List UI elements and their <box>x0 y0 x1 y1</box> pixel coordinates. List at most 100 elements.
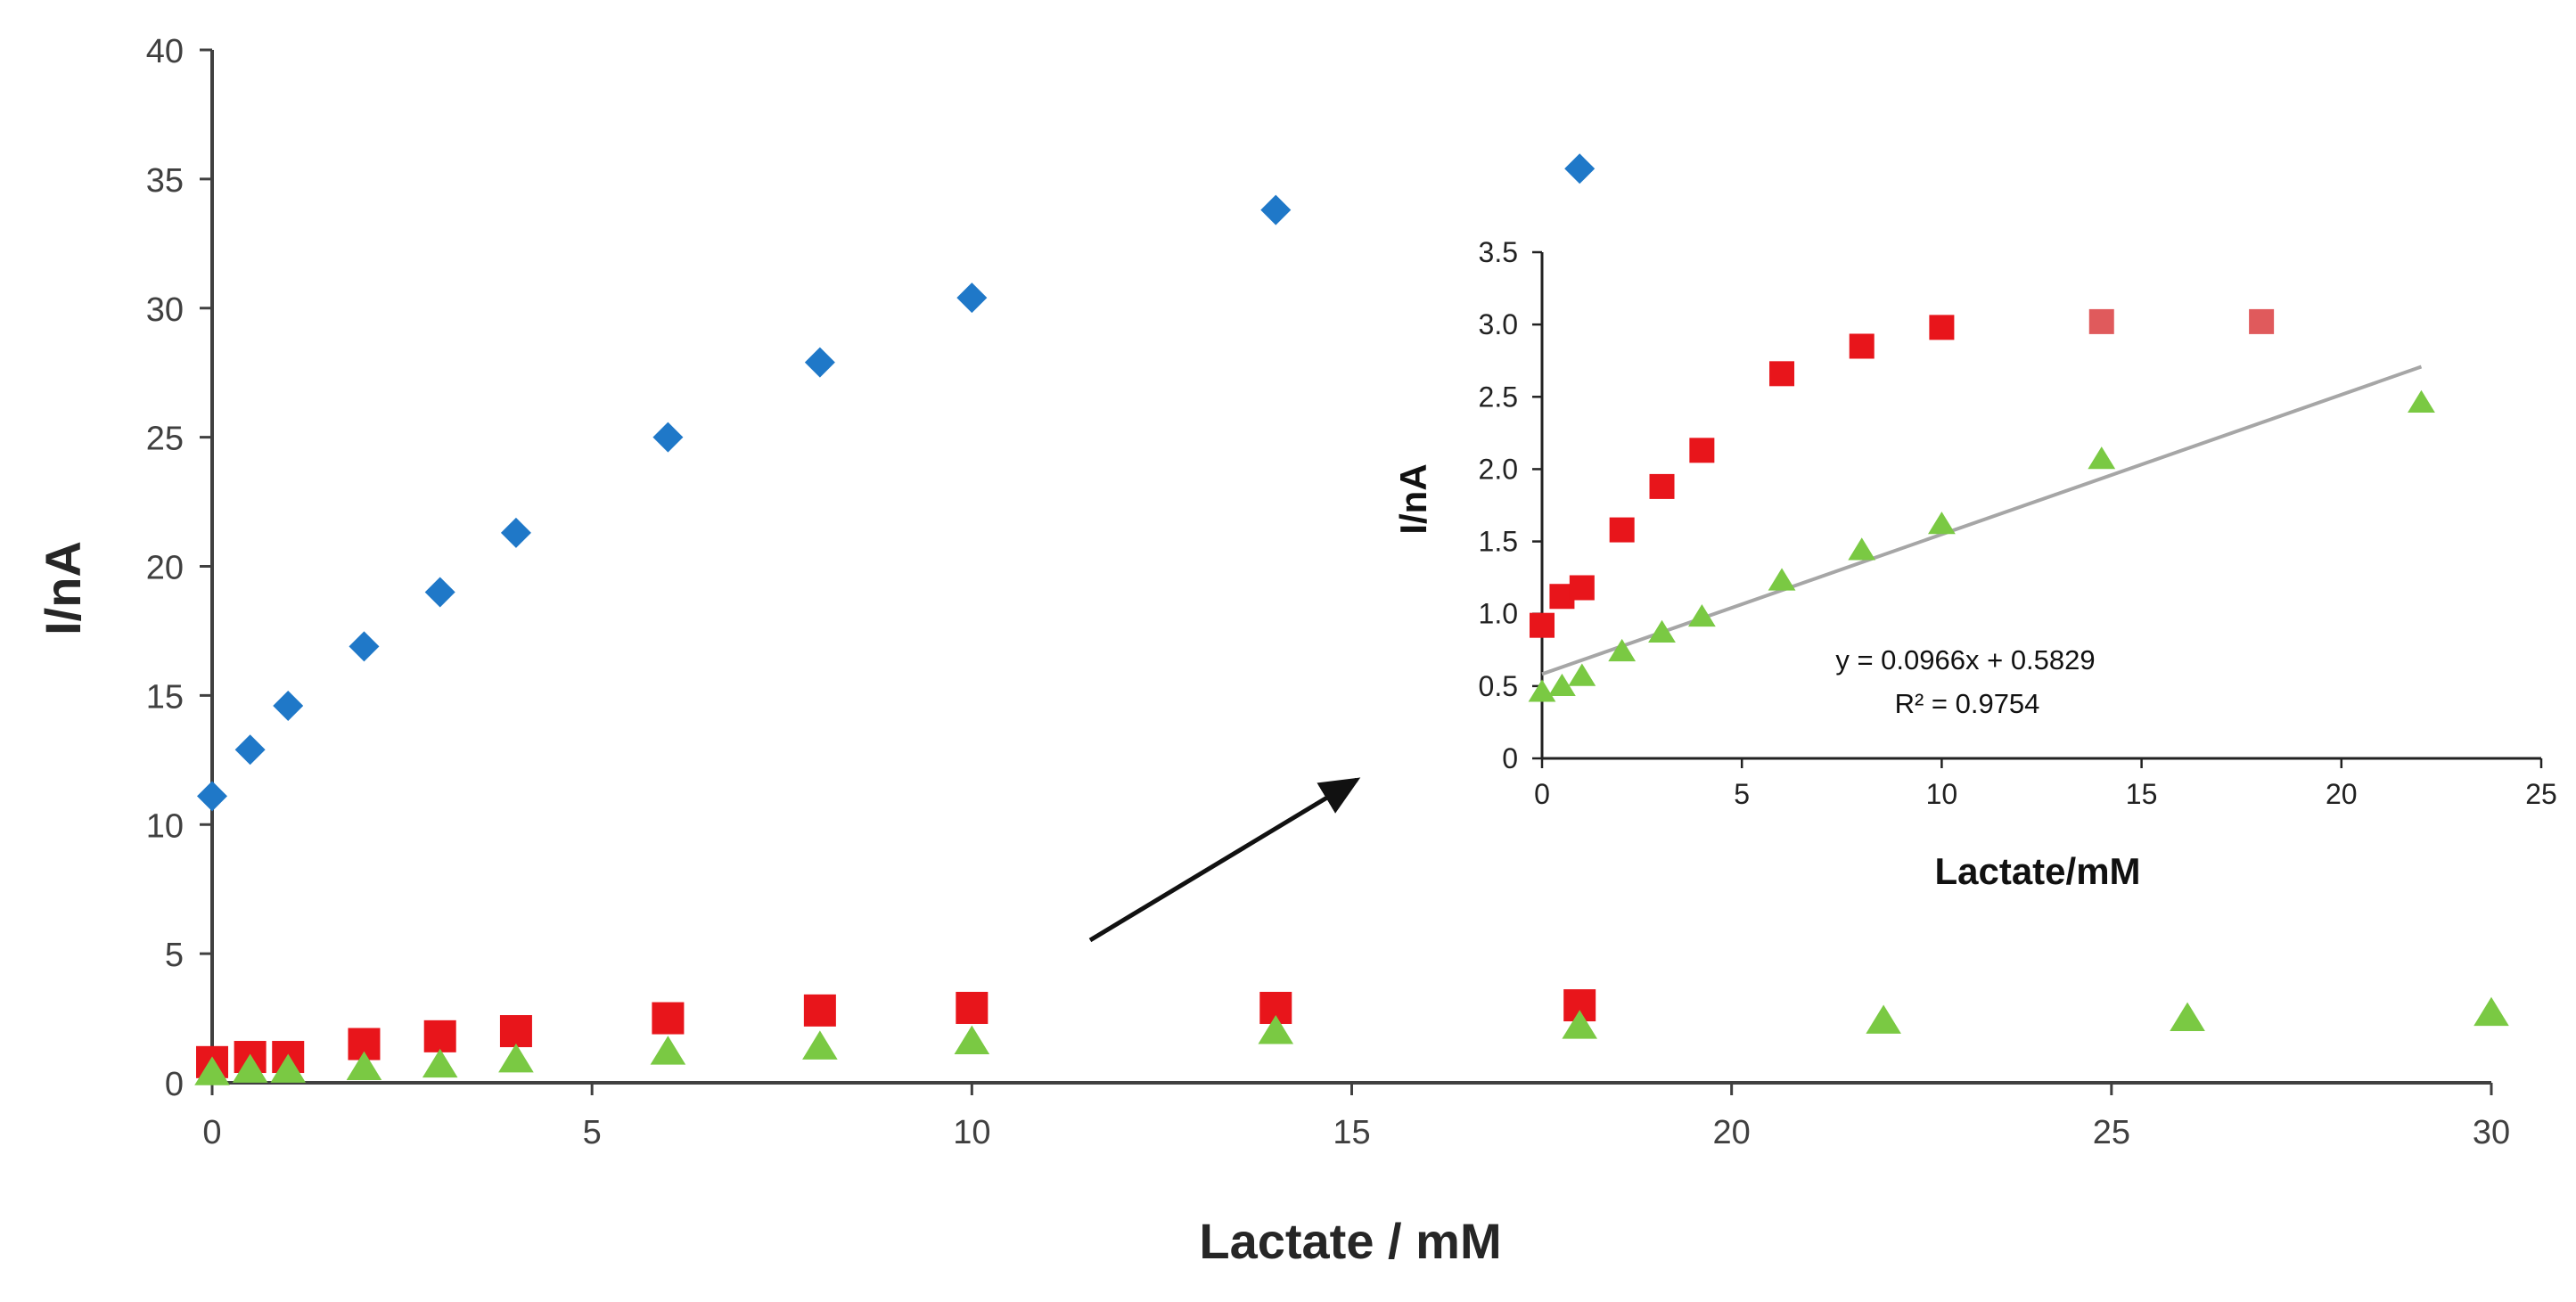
inset-y-tick-label: 2.5 <box>1479 381 1518 413</box>
main-y-tick-label: 35 <box>146 162 184 200</box>
main-x-tick-label: 15 <box>1333 1114 1370 1151</box>
inset-y-axis-title: I/nA <box>1392 463 1434 534</box>
inset-red-square-point <box>1689 438 1715 463</box>
inset-y-tick-label: 0 <box>1502 742 1518 774</box>
main-blue-diamond-point <box>652 422 684 453</box>
inset-x-tick-label: 25 <box>2525 778 2557 810</box>
main-green-triangle-point <box>194 1056 230 1085</box>
trendline-equation: y = 0.0966x + 0.5829 <box>1835 644 2095 676</box>
main-y-tick-label: 15 <box>146 678 184 716</box>
inset-y-tick-label: 2.0 <box>1479 453 1518 485</box>
main-y-tick-label: 5 <box>165 937 184 974</box>
inset-red-square-point <box>1649 473 1675 499</box>
main-green-triangle-point <box>422 1048 458 1078</box>
main-y-tick-label: 40 <box>146 33 184 70</box>
main-red-square-point <box>423 1019 456 1052</box>
main-blue-diamond-point <box>804 347 835 378</box>
inset-green-triangle-point <box>1768 568 1796 591</box>
main-x-tick-label: 0 <box>202 1114 221 1151</box>
main-green-triangle-point <box>232 1053 268 1083</box>
main-blue-diamond-point <box>424 577 455 608</box>
main-blue-diamond-point <box>273 690 304 721</box>
inset-red-square-point <box>1769 361 1795 387</box>
inset-chart: 0 0.5 1.0 1.5 2.0 2.5 3.0 3.5 0 5 10 15 20 25 y = 0.0… <box>1392 236 2557 892</box>
inset-x-tick-label: 10 <box>1926 778 1958 810</box>
main-chart: 0 5 10 15 20 25 30 35 40 0 5 10 15 20 25 30 Lactate / m… <box>35 33 2510 1269</box>
main-red-square-point <box>499 1015 532 1048</box>
inset-y-tick-label: 0.5 <box>1479 670 1518 702</box>
main-x-tick-label: 30 <box>2473 1114 2510 1151</box>
main-green-triangle-point <box>2473 996 2509 1027</box>
main-series-blue <box>197 153 1596 812</box>
inset-red-square-point <box>1929 315 1955 340</box>
main-blue-diamond-point <box>234 734 266 766</box>
inset-green-triangle-point <box>1568 663 1596 686</box>
main-green-triangle-point <box>498 1043 534 1073</box>
inset-red-faded-square-point <box>2249 308 2275 334</box>
inset-green-triangle-point <box>2088 446 2116 470</box>
inset-green-triangle-point <box>1848 537 1876 561</box>
inset-x-tick-label: 5 <box>1734 778 1750 810</box>
inset-red-square-point <box>1569 575 1595 601</box>
main-red-square-point <box>803 994 836 1027</box>
main-blue-diamond-point <box>349 631 380 662</box>
main-blue-diamond-point <box>1260 194 1292 225</box>
inset-red-square-point <box>1609 517 1635 543</box>
inset-red-faded-square-point <box>2088 308 2114 334</box>
inset-trendline <box>1541 364 2423 676</box>
trendline-r-squared: R² = 0.9754 <box>1895 688 2040 719</box>
inset-series-red-faded <box>2088 308 2275 334</box>
inset-series-red <box>1530 315 1955 638</box>
main-x-axis-title: Lactate / mM <box>1199 1213 1501 1269</box>
inset-red-square-point <box>1530 612 1555 638</box>
main-green-triangle-point <box>954 1025 990 1055</box>
inset-series-green <box>1528 389 2435 702</box>
main-green-triangle-point <box>650 1036 686 1065</box>
main-red-square-point <box>956 991 989 1024</box>
main-blue-diamond-point <box>1564 153 1596 184</box>
main-data-marks <box>194 153 2509 1085</box>
inset-green-triangle-point <box>2408 389 2435 413</box>
main-y-axis-title: I/nA <box>35 541 91 635</box>
inset-green-triangle-point <box>1648 619 1676 643</box>
inset-axes: 0 0.5 1.0 1.5 2.0 2.5 3.0 3.5 0 5 10 15 20 25 <box>1479 236 2557 810</box>
main-blue-diamond-point <box>500 517 531 548</box>
main-y-tick-label: 10 <box>146 807 184 845</box>
inset-green-triangle-point <box>1528 679 1556 702</box>
main-green-triangle-point <box>270 1053 307 1083</box>
main-x-tick-label: 25 <box>2093 1114 2130 1151</box>
main-y-tick-label: 20 <box>146 550 184 587</box>
main-y-tick-label: 0 <box>165 1066 184 1103</box>
main-green-triangle-point <box>346 1051 382 1081</box>
inset-data-marks <box>1528 308 2435 702</box>
main-green-triangle-point <box>1258 1015 1294 1044</box>
inset-green-triangle-point <box>1928 512 1956 535</box>
main-x-tick-label: 10 <box>953 1114 990 1151</box>
main-y-tick-label: 25 <box>146 421 184 458</box>
main-green-triangle-point <box>1562 1010 1597 1039</box>
inset-x-tick-label: 15 <box>2126 778 2158 810</box>
main-x-tick-label: 20 <box>1713 1114 1751 1151</box>
main-red-square-point <box>652 1002 685 1035</box>
inset-red-square-point <box>1849 333 1875 359</box>
inset-x-tick-label: 0 <box>1534 778 1550 810</box>
inset-y-tick-label: 3.0 <box>1479 308 1518 340</box>
inset-pointer-arrow <box>1088 777 1361 943</box>
main-series-red <box>196 989 1596 1078</box>
inset-y-tick-label: 1.5 <box>1479 526 1518 558</box>
inset-y-tick-label: 3.5 <box>1479 236 1518 268</box>
main-series-green <box>194 996 2509 1085</box>
inset-green-triangle-point <box>1687 603 1716 627</box>
inset-y-tick-label: 1.0 <box>1479 598 1518 630</box>
main-green-triangle-point <box>2170 1002 2205 1031</box>
main-green-triangle-point <box>1866 1004 1901 1034</box>
main-green-triangle-point <box>802 1030 838 1060</box>
main-y-tick-label: 30 <box>146 291 184 329</box>
inset-green-triangle-point <box>1608 638 1637 662</box>
main-blue-diamond-point <box>956 283 988 314</box>
inset-x-tick-label: 20 <box>2326 778 2358 810</box>
main-axes: 0 5 10 15 20 25 30 35 40 0 5 10 15 20 25 30 <box>146 33 2510 1151</box>
main-x-tick-label: 5 <box>583 1114 602 1151</box>
main-blue-diamond-point <box>197 781 227 812</box>
